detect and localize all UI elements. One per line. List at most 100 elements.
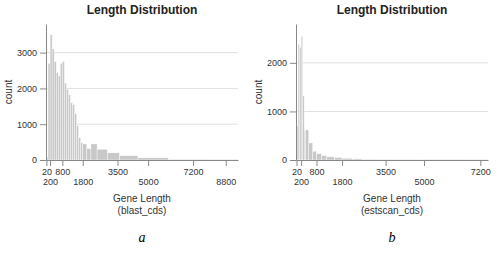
y-axis-title: count — [3, 80, 14, 105]
bar — [304, 130, 306, 160]
tick: 5000 — [139, 160, 159, 187]
bar — [66, 89, 68, 160]
tick-mark — [40, 160, 46, 161]
bar — [54, 62, 56, 160]
tick-label: 20 — [42, 167, 52, 177]
tick-mark — [117, 160, 118, 166]
bar — [398, 159, 424, 160]
tick-label: 800 — [309, 167, 324, 177]
x-axis-title: Gene Length(blast_cds) — [113, 193, 171, 216]
tick-label: 3000 — [17, 48, 37, 58]
tick: 5000 — [414, 160, 434, 187]
tick: 0 — [32, 155, 46, 165]
tick-mark — [148, 160, 149, 166]
tick: 1800 — [73, 160, 93, 187]
bar — [58, 76, 60, 160]
bar — [424, 159, 462, 160]
tick-label: 200 — [294, 177, 309, 187]
tick: 2000 — [267, 58, 296, 68]
bar — [301, 36, 303, 160]
bar — [303, 96, 305, 160]
bar — [309, 143, 313, 160]
bar — [300, 47, 302, 160]
tick: 1000 — [17, 120, 46, 130]
tick-mark — [316, 160, 317, 166]
tick-mark — [297, 160, 298, 166]
bar — [352, 159, 362, 160]
tick-label: 0 — [32, 155, 37, 165]
tick-label: 1800 — [333, 177, 353, 187]
bar — [81, 142, 83, 160]
tick: 3500 — [376, 160, 396, 177]
y-axis-title: count — [253, 80, 264, 105]
bar — [462, 159, 488, 160]
axis-line — [47, 160, 239, 161]
bar — [64, 83, 66, 160]
x-axis-title: Gene Length(estscan_cds) — [361, 193, 423, 216]
bar — [378, 159, 398, 160]
tick-mark — [226, 160, 227, 166]
tick-mark — [193, 160, 194, 166]
tick-label: 7200 — [471, 167, 491, 177]
tick: 0 — [282, 155, 296, 165]
bar — [91, 144, 97, 160]
tick-mark — [83, 160, 84, 166]
tick-label: 2000 — [17, 84, 37, 94]
tick-mark — [46, 160, 47, 166]
tick: 7200 — [184, 160, 204, 177]
tick-mark — [290, 63, 296, 64]
tick: 20 — [292, 160, 302, 177]
bar — [73, 105, 75, 160]
bar — [48, 63, 50, 160]
tick-mark — [40, 124, 46, 125]
axis-line — [46, 25, 47, 161]
bar — [77, 126, 79, 160]
tick-label: 1000 — [17, 120, 37, 130]
tick: 8800 — [216, 160, 236, 187]
y-axis: 010002000 — [267, 25, 297, 166]
title: Length Distribution — [87, 3, 198, 17]
grid — [46, 53, 238, 160]
bar — [120, 156, 138, 160]
panel: 202008001800350050007200010002000Length … — [253, 3, 491, 245]
tick-mark — [290, 111, 296, 112]
tick: 1800 — [333, 160, 353, 187]
bar — [52, 49, 54, 160]
tick-label: 5000 — [414, 177, 434, 187]
bar — [71, 103, 73, 160]
bars — [46, 35, 238, 160]
tick-mark — [50, 160, 51, 166]
tick-mark — [40, 88, 46, 89]
bars — [297, 36, 488, 160]
x-axis: 2020080018003500500072008800 — [42, 160, 239, 187]
bar — [60, 63, 62, 160]
tick: 3500 — [108, 160, 128, 177]
bar — [316, 154, 321, 160]
tick-mark — [290, 160, 296, 161]
tick-label: 5000 — [139, 177, 159, 187]
bar — [87, 149, 91, 160]
tick-mark — [40, 53, 46, 54]
bar — [342, 158, 352, 160]
tick-label: 3500 — [108, 167, 128, 177]
grid-line — [296, 62, 488, 63]
bar — [169, 159, 210, 160]
grid-line — [296, 111, 488, 112]
panel-label: a — [139, 230, 146, 245]
bar — [138, 158, 169, 160]
tick: 3000 — [17, 48, 46, 58]
tick-label: 0 — [282, 155, 287, 165]
tick: 200 — [294, 160, 309, 187]
tick: 7200 — [471, 160, 491, 177]
tick-mark — [301, 160, 302, 166]
panel-label: b — [389, 230, 396, 245]
tick: 20 — [42, 160, 52, 177]
y-axis: 0 1000 2000 3000 — [17, 25, 47, 166]
title: Length Distribution — [337, 3, 448, 17]
bar — [79, 138, 81, 160]
bar — [83, 144, 87, 160]
grid-line — [46, 52, 238, 53]
bar — [107, 153, 119, 160]
bar — [97, 149, 107, 160]
bar — [313, 151, 317, 160]
